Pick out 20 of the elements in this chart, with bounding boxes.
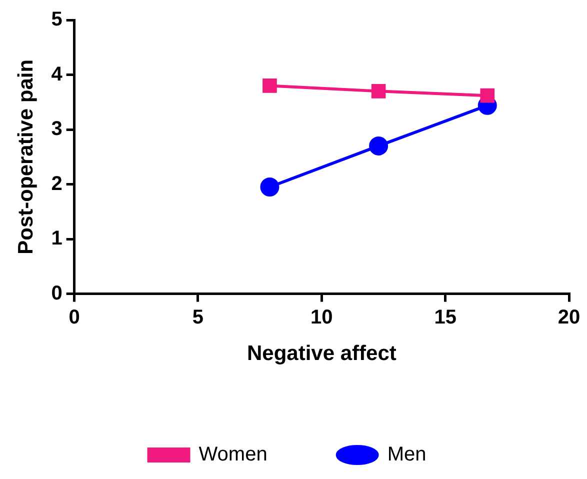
- y-tick-label: 5: [51, 8, 62, 31]
- x-tick-label: 5: [192, 306, 204, 328]
- legend-label: Men: [387, 444, 426, 466]
- y-tick-label: 2: [51, 172, 62, 195]
- point: [260, 178, 280, 197]
- x-tick-label: 15: [434, 306, 456, 328]
- y-tick-label: 0: [51, 282, 62, 304]
- x-axis-title: Negative affect: [246, 342, 396, 366]
- point: [369, 136, 388, 156]
- y-axis-title: Post-operative pain: [14, 59, 38, 254]
- y-tick-label: 3: [51, 118, 62, 140]
- x-tick-label: 10: [310, 306, 333, 328]
- legend-label: Women: [198, 444, 268, 466]
- x-tick-label: 20: [558, 306, 580, 328]
- y-tick-label: 1: [51, 228, 62, 250]
- point: [371, 84, 386, 98]
- x-tick-label: 0: [68, 306, 80, 328]
- y-tick-label: 4: [51, 63, 64, 86]
- point: [262, 78, 277, 93]
- point: [480, 88, 495, 103]
